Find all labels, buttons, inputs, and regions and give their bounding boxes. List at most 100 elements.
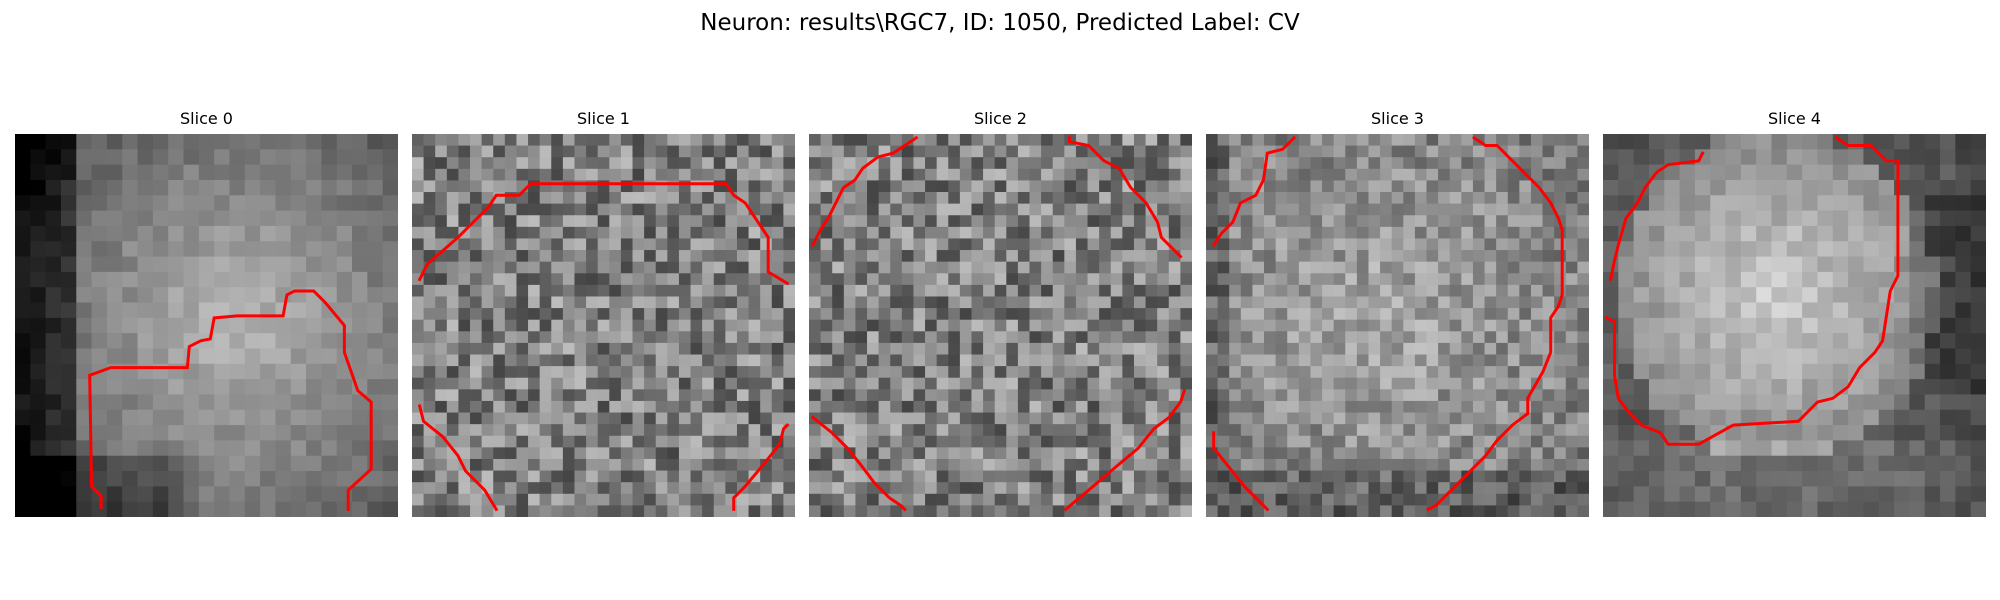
image-pixel [470, 296, 482, 309]
image-pixel [1133, 261, 1146, 274]
image-pixel [423, 284, 436, 297]
image-pixel [1970, 333, 1986, 349]
image-pixel [1017, 331, 1030, 344]
image-pixel [725, 331, 738, 344]
image-pixel [1110, 168, 1123, 181]
image-pixel [1322, 470, 1334, 483]
image-pixel [137, 271, 154, 288]
image-pixel [352, 271, 368, 288]
image-pixel [91, 501, 108, 517]
image-pixel [1229, 203, 1242, 216]
image-pixel [574, 470, 587, 483]
image-pixel [1333, 377, 1346, 390]
image-pixel [678, 435, 691, 448]
image-pixel [1817, 256, 1834, 273]
image-pixel [60, 179, 77, 196]
image-pixel [878, 412, 891, 425]
image-pixel [214, 271, 230, 288]
image-pixel [771, 134, 784, 146]
image-pixel [435, 203, 448, 216]
image-pixel [632, 203, 645, 216]
image-pixel [1345, 250, 1358, 262]
image-pixel [260, 210, 276, 227]
image-pixel [539, 470, 552, 483]
image-pixel [925, 215, 937, 228]
image-pixel [748, 261, 761, 274]
image-pixel [620, 192, 633, 204]
image-pixel [901, 493, 914, 506]
image-pixel [959, 331, 972, 344]
image-pixel [1310, 412, 1323, 425]
image-pixel [470, 273, 482, 286]
image-pixel [45, 195, 62, 211]
image-pixel [229, 409, 246, 426]
image-pixel [1133, 238, 1146, 251]
image-pixel [1710, 455, 1726, 472]
image-pixel [1496, 284, 1509, 297]
image-pixel [1449, 493, 1462, 506]
image-pixel [1264, 470, 1276, 483]
image-pixel [1577, 145, 1589, 158]
image-pixel [597, 192, 610, 204]
image-pixel [925, 226, 937, 239]
image-pixel [1786, 501, 1803, 517]
image-pixel [1970, 302, 1986, 319]
image-pixel [1006, 261, 1019, 274]
image-pixel [1333, 505, 1346, 517]
image-pixel [1122, 238, 1135, 251]
image-pixel [1484, 482, 1497, 495]
image-pixel [1322, 412, 1334, 425]
image-pixel [832, 342, 845, 355]
image-pixel [76, 440, 92, 457]
image-pixel [1275, 145, 1288, 158]
image-pixel [1924, 164, 1941, 181]
image-pixel [1298, 319, 1311, 332]
image-pixel [481, 226, 494, 239]
image-pixel [1122, 226, 1135, 239]
image-pixel [1298, 366, 1311, 379]
image-pixel [1157, 180, 1170, 193]
image-pixel [667, 145, 680, 158]
image-pixel [1168, 331, 1181, 344]
image-pixel [936, 331, 949, 344]
image-pixel [60, 149, 77, 165]
image-pixel [983, 412, 996, 425]
image-pixel [260, 225, 276, 242]
image-pixel [1368, 145, 1381, 158]
image-pixel [516, 493, 529, 506]
image-pixel [620, 435, 633, 448]
image-pixel [1380, 215, 1393, 228]
image-pixel [632, 215, 645, 228]
image-pixel [1438, 319, 1451, 332]
image-pixel [562, 180, 575, 193]
image-pixel [470, 366, 482, 379]
image-pixel [994, 412, 1007, 425]
image-pixel [1217, 342, 1230, 355]
image-pixel [321, 241, 338, 257]
image-pixel [586, 342, 599, 355]
image-pixel [1679, 486, 1696, 502]
image-pixel [1618, 256, 1634, 273]
image-pixel [1075, 145, 1088, 158]
image-pixel [137, 317, 154, 334]
image-pixel [678, 319, 691, 332]
image-pixel [1333, 400, 1346, 413]
image-pixel [586, 296, 599, 309]
image-pixel [655, 168, 668, 181]
image-pixel [1052, 366, 1065, 379]
image-pixel [470, 505, 482, 517]
image-pixel [771, 284, 784, 297]
image-pixel [1802, 302, 1818, 319]
image-pixel [971, 157, 984, 170]
image-pixel [994, 273, 1007, 286]
image-pixel [994, 168, 1007, 181]
image-pixel [423, 145, 436, 158]
image-pixel [1565, 342, 1578, 355]
image-pixel [1322, 366, 1334, 379]
image-pixel [1507, 192, 1520, 204]
image-pixel [1970, 179, 1986, 196]
image-pixel [1449, 250, 1462, 262]
image-pixel [1461, 308, 1474, 321]
image-pixel [1087, 458, 1100, 471]
image-pixel [1145, 389, 1158, 402]
